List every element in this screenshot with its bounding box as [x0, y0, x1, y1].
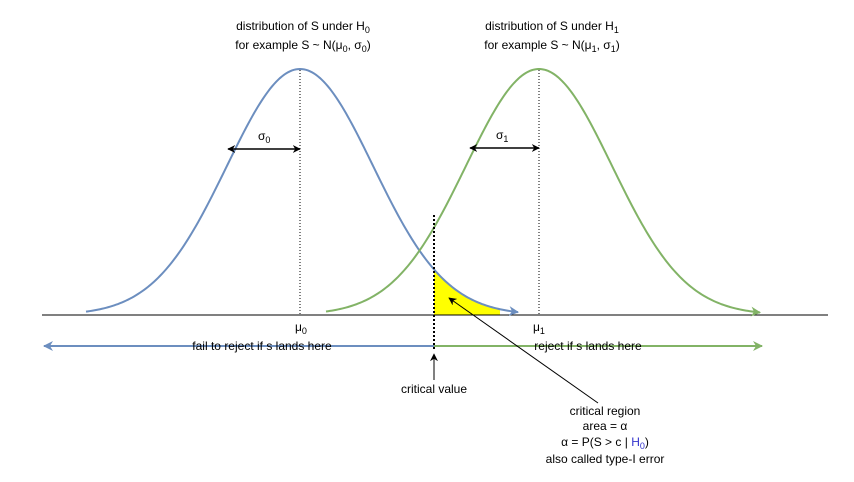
- h1-distribution-curve: [325, 68, 761, 317]
- critical-region-line2: area = α: [583, 419, 628, 433]
- h0-distribution-curve: [85, 67, 519, 317]
- sigma0-label: σ0: [258, 129, 270, 145]
- reject-label: reject if s lands here: [534, 339, 642, 353]
- h0-example: for example S ~ N(μ0, σ0): [235, 38, 370, 54]
- critical-region-pointer: [448, 297, 599, 404]
- critical-region-line4: also called type-I error: [546, 452, 665, 466]
- h0-title: distribution of S under H0: [236, 19, 370, 35]
- critical-region-fill: [434, 269, 500, 315]
- mu1-label: μ1: [533, 320, 545, 336]
- critical-region-line3: α = P(S > c | H0): [561, 435, 649, 451]
- sigma1-label: σ1: [496, 128, 508, 144]
- h1-example: for example S ~ N(μ1, σ1): [484, 38, 619, 54]
- mu0-label: μ0: [295, 320, 307, 336]
- critical-value-label: critical value: [401, 382, 467, 396]
- h1-title: distribution of S under H1: [485, 19, 619, 35]
- critical-region-line1: critical region: [570, 404, 641, 418]
- fail-to-reject-label: fail to reject if s lands here: [192, 339, 332, 353]
